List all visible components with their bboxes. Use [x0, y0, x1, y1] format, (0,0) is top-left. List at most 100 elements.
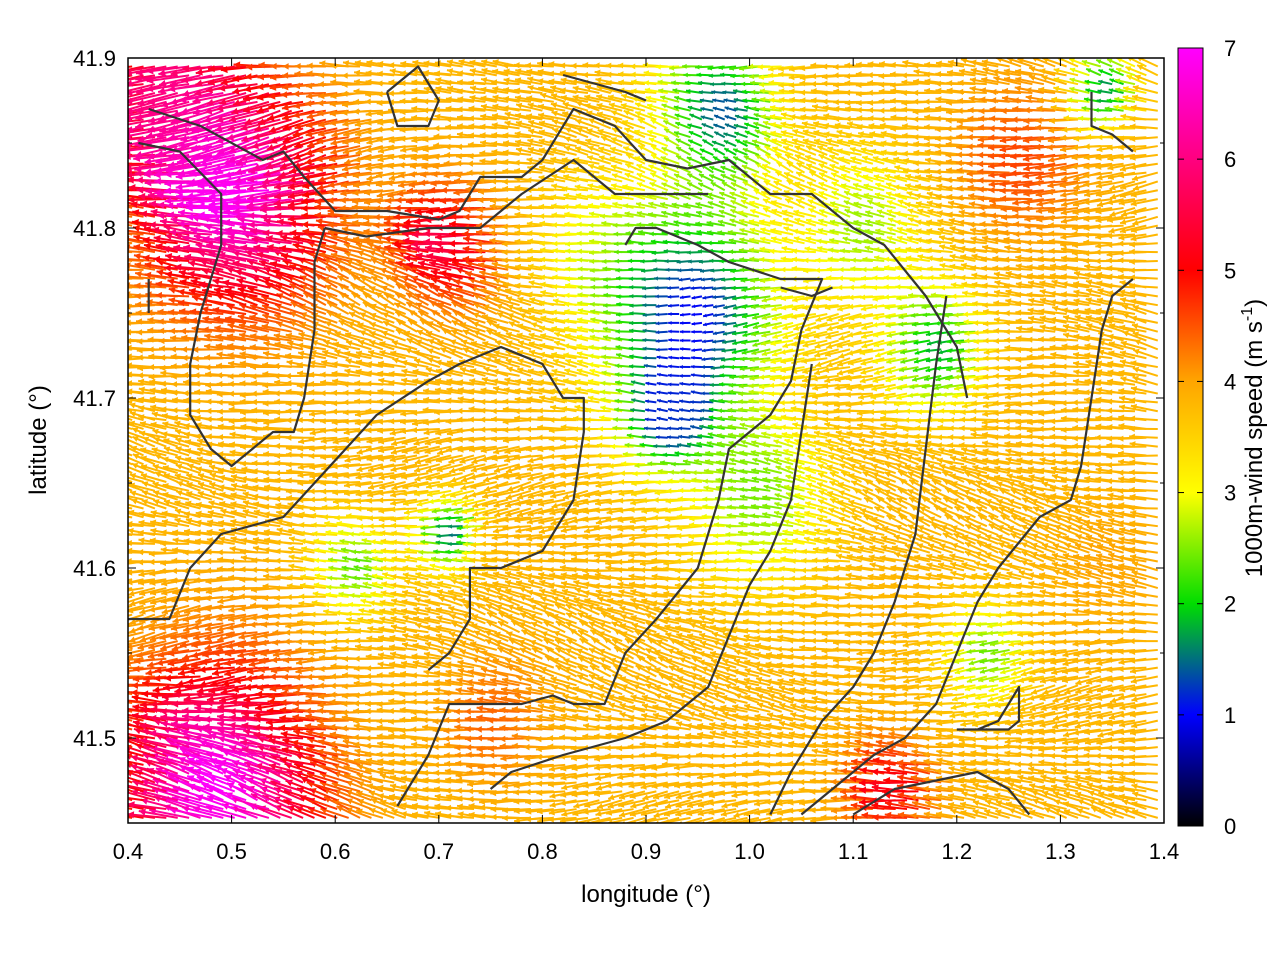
wind-arrow-head [253, 731, 261, 739]
wind-arrow-head [366, 757, 373, 764]
wind-arrow-head [708, 740, 715, 747]
wind-arrow-head [1054, 799, 1061, 806]
wind-arrow-head [595, 810, 602, 817]
wind-arrow-head [935, 768, 942, 775]
wind-arrow-head [673, 734, 680, 741]
wind-arrow-head [897, 791, 905, 799]
wind-arrow-head [582, 754, 589, 761]
wind-arrow-head [138, 808, 146, 816]
wind-arrow-head [400, 775, 408, 782]
wind-arrow-head [923, 743, 929, 750]
wind-arrow-head [596, 784, 603, 791]
wind-arrow-head [1008, 781, 1015, 788]
wind-arrow-head [822, 748, 830, 755]
wind-arrow-head [863, 741, 870, 749]
wind-arrow-head [850, 813, 858, 821]
wind-arrow-head [336, 805, 344, 812]
wind-arrow-head [1027, 738, 1034, 745]
wind-arrow-head [595, 774, 602, 781]
wind-arrow-head [365, 767, 372, 775]
wind-arrow-head [1107, 775, 1114, 782]
wind-arrow-shaft [229, 745, 270, 757]
wind-arrow-head [1029, 783, 1036, 790]
wind-arrow-head [1076, 808, 1084, 815]
wind-arrow-head [1032, 798, 1039, 805]
wind-arrow-head [110, 765, 117, 772]
wind-arrow-head [909, 794, 917, 801]
wind-arrow-head [1063, 791, 1071, 798]
wind-arrow-shaft [161, 769, 201, 784]
wind-arrow-head [511, 724, 518, 732]
wind-arrow-head [535, 745, 542, 753]
wind-arrow-head [502, 815, 508, 822]
wind-arrow-head [1110, 808, 1117, 815]
wind-arrow-head [250, 793, 259, 801]
wind-arrow-shaft [128, 791, 156, 802]
wind-arrow-head [224, 774, 232, 782]
wind-arrow-head [109, 793, 116, 800]
wind-arrow-head [119, 810, 126, 817]
wind-arrow-head [776, 751, 782, 758]
wind-arrow-head [732, 819, 738, 823]
wind-arrow-head [476, 745, 483, 753]
wind-arrow-head [570, 736, 577, 743]
wind-arrow-head [525, 808, 532, 815]
wind-arrow-head [366, 783, 374, 790]
wind-arrow-head [1003, 743, 1010, 750]
wind-arrow-head [155, 767, 164, 775]
wind-arrow-head [1019, 790, 1027, 797]
wind-arrow-head [661, 761, 668, 768]
wind-arrow-head [730, 761, 736, 769]
wind-arrow-head [912, 800, 919, 807]
wind-arrow-head [454, 723, 461, 731]
wind-arrow-head [696, 782, 703, 789]
wind-arrow-head [377, 758, 384, 765]
wind-arrow-head [743, 730, 750, 737]
wind-arrow-head [1028, 775, 1035, 782]
wind-arrow-head [1026, 745, 1033, 752]
wind-arrow-head [317, 731, 324, 739]
wind-arrow-head [820, 770, 827, 777]
wind-arrow-head [707, 753, 714, 760]
wind-arrow-head [897, 811, 905, 819]
wind-arrow-head [318, 738, 325, 746]
wind-arrow-head [119, 801, 126, 808]
wind-arrow-head [1122, 808, 1130, 814]
wind-arrow-head [399, 744, 406, 751]
wind-arrow-head [1088, 799, 1096, 805]
wind-arrow-head [104, 779, 111, 786]
wind-arrow-head [478, 789, 485, 796]
wind-arrow-head [356, 763, 364, 771]
wind-arrow-head [719, 790, 725, 797]
wind-arrow-head [872, 756, 880, 764]
wind-arrow-head [685, 722, 692, 729]
wind-arrow-head [130, 754, 139, 762]
wind-arrow-head [444, 768, 451, 775]
wind-arrow-head [972, 782, 980, 789]
wind-arrow-head [105, 590, 111, 596]
wind-arrow-head [854, 738, 862, 746]
wind-arrow-head [743, 722, 750, 729]
wind-arrow-head [707, 780, 714, 787]
wind-arrow-head [490, 806, 497, 813]
wind-arrow-head [1129, 737, 1136, 744]
wind-arrow-head [755, 730, 762, 737]
wind-arrow-head [617, 773, 624, 781]
wind-arrow-head [434, 803, 441, 810]
wind-arrow-head [935, 802, 942, 809]
wind-arrow-head [128, 801, 135, 809]
wind-arrow-head [354, 748, 361, 755]
wind-arrow-head [775, 760, 782, 767]
wind-arrow-head [1129, 778, 1136, 785]
wind-arrow-head [364, 742, 371, 749]
wind-arrow-head [583, 723, 590, 730]
wind-arrow-head [831, 759, 838, 766]
wind-arrow-head [388, 793, 396, 800]
wind-arrow-head [140, 737, 148, 745]
wind-arrow-head [268, 737, 276, 745]
wind-arrow-head [1038, 768, 1045, 776]
wind-arrow-head [639, 741, 646, 748]
wind-arrow-head [935, 741, 942, 748]
wind-arrow-head [1061, 747, 1068, 754]
wind-arrow-head [466, 762, 473, 770]
